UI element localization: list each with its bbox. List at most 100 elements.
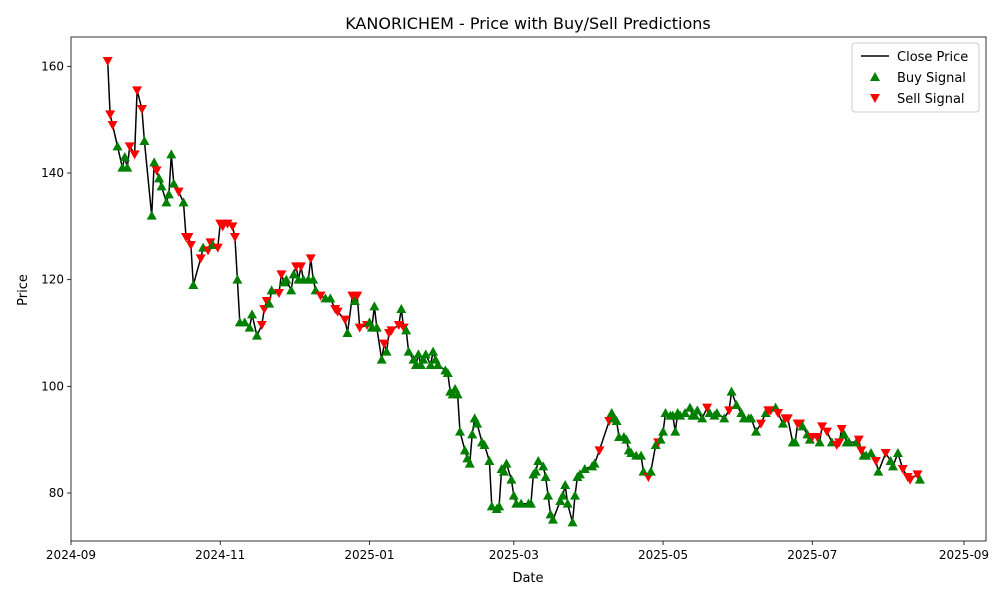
buy-signal-marker	[689, 410, 700, 420]
buy-signal-marker	[472, 418, 483, 428]
sell-signal-marker	[702, 403, 713, 413]
legend-entry-label: Close Price	[897, 50, 968, 65]
buy-signal-marker	[428, 346, 439, 356]
buy-signal-marker	[349, 296, 360, 305]
buy-signal-marker	[454, 426, 465, 436]
buy-signal-marker	[914, 474, 925, 484]
buy-signal-marker	[139, 136, 150, 145]
buy-signal-marker	[746, 413, 757, 423]
buy-signal-marker	[432, 360, 443, 369]
sell-signal-marker	[880, 449, 891, 458]
x-axis-label: Date	[512, 571, 543, 586]
buy-signal-marker	[376, 354, 387, 364]
sell-signal-marker	[379, 339, 390, 349]
buy-signal-marker	[188, 280, 199, 289]
buy-signal-marker	[486, 501, 497, 511]
sell-signal-marker	[227, 222, 238, 232]
buy-signal-marker	[251, 330, 262, 340]
buy-signal-marker	[684, 402, 695, 412]
buy-signal-marker	[892, 448, 903, 457]
x-tick-label: 2025-05	[638, 548, 688, 562]
buy-signal-marker	[839, 429, 850, 439]
sell-signal-marker	[393, 321, 404, 330]
sell-signal-marker	[102, 57, 113, 66]
buy-signal-marker	[501, 458, 512, 468]
buy-signal-marker	[308, 274, 319, 284]
y-axis-label: Price	[16, 274, 31, 306]
sell-signal-marker	[386, 326, 397, 336]
sell-signal-marker	[185, 241, 196, 250]
sell-signal-marker	[352, 291, 363, 301]
sell-signal-marker	[836, 425, 847, 434]
plot-area: 2024-09 2024-11 2025-01 2025-03 2025-05 2025-…	[41, 36, 989, 562]
x-tick-label: 2025-03	[489, 548, 539, 562]
sell-signal-marker	[273, 289, 284, 298]
buy-signal-marker	[369, 301, 380, 311]
buy-signal-marker	[658, 426, 669, 436]
buy-signal-marker	[479, 440, 490, 449]
buy-signal-marker	[692, 405, 703, 415]
buy-signal-marker	[239, 317, 250, 327]
legend-entry-label: Sell Signal	[897, 92, 965, 107]
buy-signal-marker	[560, 480, 571, 489]
buy-signal-marker	[154, 173, 165, 183]
buy-signal-marker	[401, 325, 412, 335]
sell-signal-marker	[222, 219, 233, 229]
buy-signal-marker	[888, 461, 899, 471]
sell-signal-marker	[755, 419, 766, 429]
buy-signal-marker	[555, 496, 566, 505]
buy-signal-marker	[288, 269, 299, 279]
buy-signal-marker	[843, 437, 854, 447]
y-tick-label: 140	[41, 166, 64, 180]
sell-signal-marker	[856, 446, 867, 456]
legend-buy-signal-swatch	[870, 72, 880, 81]
buy-signal-marker	[645, 466, 656, 476]
sell-signal-marker	[276, 270, 287, 280]
sell-signal-marker	[905, 475, 916, 485]
x-tick-label: 2025-09	[939, 548, 989, 562]
buy-signal-marker	[704, 408, 715, 417]
buy-signal-marker	[119, 152, 130, 161]
buy-signal-marker	[530, 466, 541, 476]
buy-signal-marker	[667, 410, 678, 420]
buy-signal-marker	[697, 413, 708, 423]
buy-signal-marker	[861, 450, 872, 460]
buy-signal-marker	[873, 466, 884, 476]
buy-signal-marker	[569, 490, 580, 500]
sell-signal-marker	[724, 406, 735, 416]
buy-signal-marker	[790, 437, 801, 447]
sell-signal-marker	[173, 187, 184, 197]
buy-signal-marker	[797, 421, 808, 431]
legend-box	[851, 42, 980, 113]
sell-signal-marker	[354, 323, 365, 333]
buy-signal-marker	[557, 490, 568, 500]
sell-signal-marker	[151, 166, 162, 176]
buy-signal-marker	[538, 461, 549, 471]
buy-signal-marker	[494, 501, 505, 511]
sell-signal-marker	[183, 233, 194, 242]
sell-signal-marker	[782, 414, 793, 424]
sell-signal-marker	[812, 433, 823, 442]
sell-signal-marker	[773, 409, 784, 418]
buy-signal-marker	[731, 400, 742, 409]
buy-signal-marker	[371, 322, 382, 332]
buy-signal-marker	[342, 328, 353, 337]
buy-signal-marker	[381, 346, 392, 356]
sell-signal-marker	[821, 427, 832, 437]
buy-signal-marker	[499, 466, 510, 476]
buy-signal-marker	[396, 304, 407, 313]
sell-signal-marker	[295, 262, 306, 272]
buy-signal-marker	[866, 448, 877, 457]
sell-signal-marker	[834, 438, 845, 448]
buy-signal-marker	[626, 448, 637, 457]
buy-signal-marker	[122, 162, 133, 172]
buy-signal-marker	[711, 408, 722, 417]
buy-signal-marker	[567, 517, 578, 527]
buy-signal-marker	[611, 416, 622, 425]
legend-sell-signal-swatch	[870, 94, 880, 103]
sell-signal-marker	[195, 254, 206, 264]
buy-signal-marker	[452, 389, 463, 399]
sell-signal-marker	[124, 142, 135, 152]
buy-signal-marker	[751, 426, 762, 436]
